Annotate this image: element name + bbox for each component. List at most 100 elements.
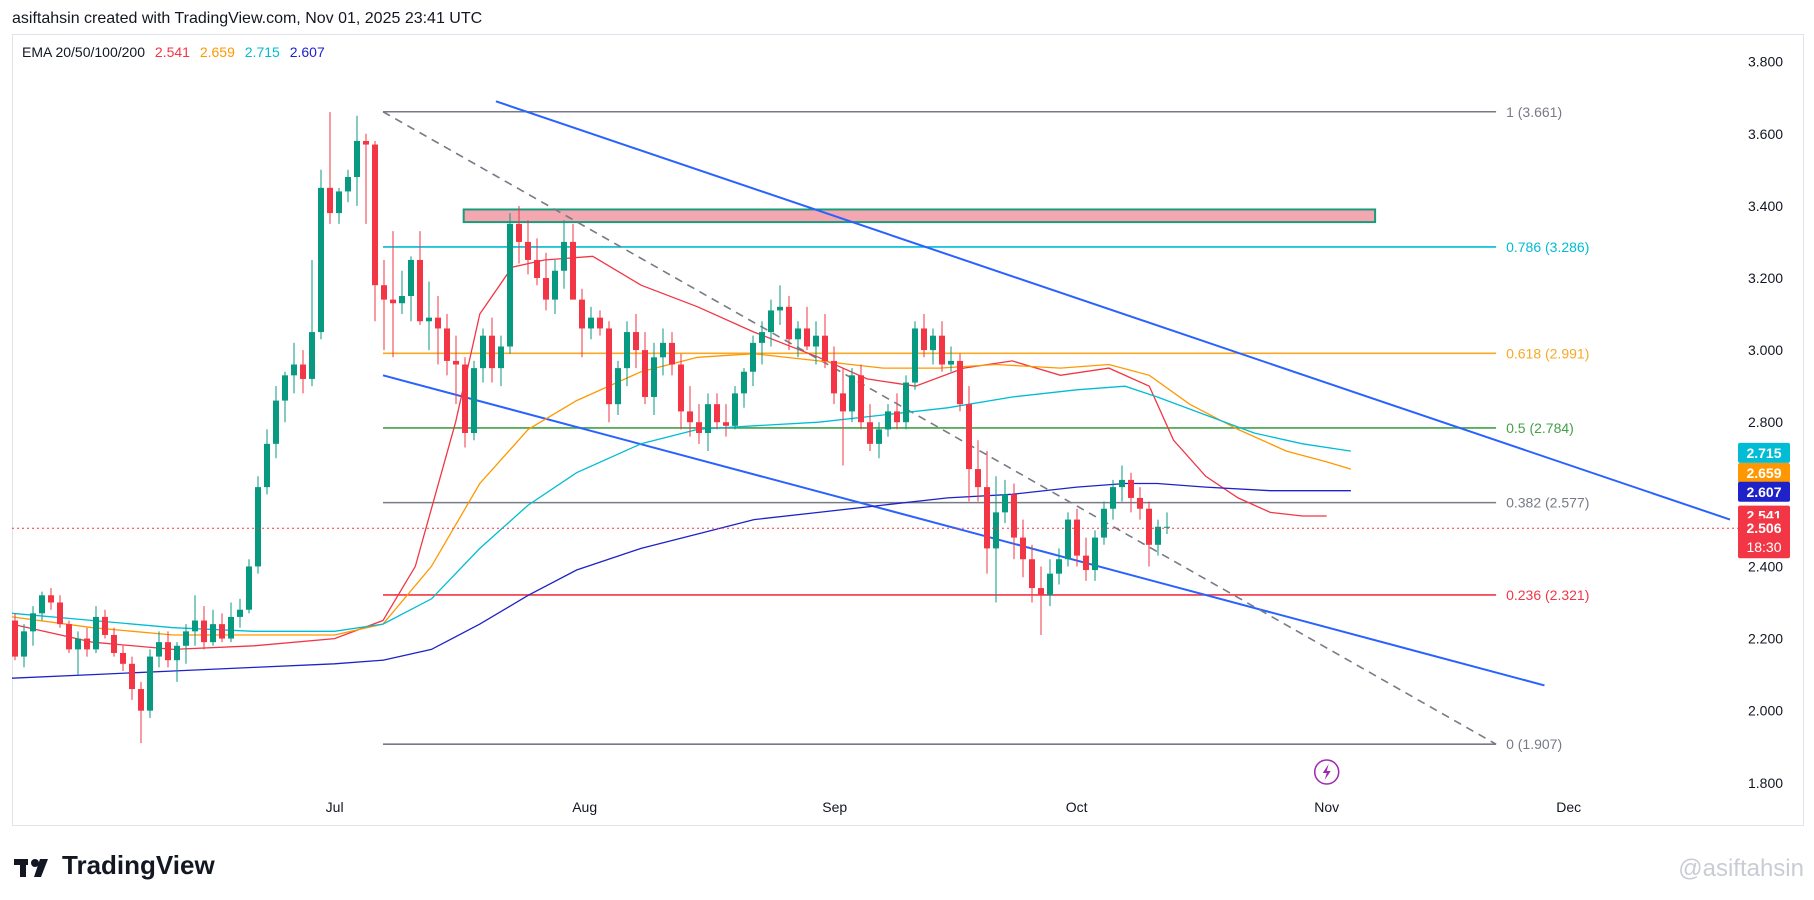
- y-tick-label: 3.200: [1748, 270, 1783, 286]
- candle-body: [363, 140, 369, 145]
- chart-frame: [12, 34, 1804, 826]
- candle-body: [30, 613, 36, 632]
- x-tick-label: Jul: [326, 799, 344, 815]
- tradingview-logo[interactable]: TradingView: [14, 850, 215, 881]
- candle-body: [408, 259, 414, 297]
- candle-body: [966, 404, 972, 470]
- candle-body: [579, 299, 585, 329]
- candle-body: [1011, 494, 1017, 538]
- candle-body: [669, 342, 675, 365]
- ema-line: [11, 482, 1351, 679]
- candle-body: [1056, 559, 1062, 574]
- candle-body: [111, 634, 117, 653]
- candle-body: [876, 429, 882, 444]
- ema-price-tag: [1738, 463, 1790, 484]
- candle-body: [21, 631, 27, 657]
- candle-body: [426, 317, 432, 322]
- candle-body: [813, 335, 819, 347]
- candle-body: [1047, 573, 1053, 596]
- candle-body: [12, 620, 18, 657]
- candle-body: [138, 689, 144, 711]
- candle-body: [1155, 526, 1161, 545]
- candle-body: [417, 259, 423, 322]
- resistance-zone: [462, 208, 1377, 224]
- candle-body: [786, 306, 792, 340]
- candle-body: [633, 332, 639, 351]
- y-tick-label: 2.000: [1748, 703, 1783, 719]
- candle-body: [732, 393, 738, 426]
- candle-body: [840, 393, 846, 412]
- candle-body: [210, 624, 216, 643]
- ema200-value: 2.607: [289, 44, 325, 60]
- candle-body: [804, 328, 810, 347]
- candle-body: [102, 616, 108, 635]
- candle-body: [714, 404, 720, 423]
- candle-body: [228, 616, 234, 639]
- candle-body: [264, 443, 270, 488]
- candle-body: [687, 411, 693, 423]
- candle-body: [354, 140, 360, 178]
- candle-body: [894, 411, 900, 423]
- candle-body: [93, 616, 99, 650]
- candle-body: [399, 296, 405, 304]
- candle-body: [498, 346, 504, 369]
- candle-body: [480, 335, 486, 369]
- x-tick-label: Dec: [1556, 799, 1581, 815]
- candle-body: [705, 404, 711, 434]
- tradingview-logo-icon: [14, 858, 48, 877]
- trendline-upper: [495, 100, 1731, 521]
- candle-body: [1137, 497, 1143, 509]
- candle-body: [174, 645, 180, 661]
- candle-body: [453, 360, 459, 365]
- candle-body: [372, 144, 378, 286]
- candle-body: [624, 332, 630, 369]
- candle-body: [183, 631, 189, 646]
- candle-body: [507, 223, 513, 347]
- countdown-label: 18:30: [1746, 539, 1781, 555]
- candle-body: [606, 328, 612, 405]
- candle-body: [543, 277, 549, 300]
- candle-body: [165, 642, 171, 661]
- candle-body: [489, 335, 495, 369]
- candle-body: [48, 595, 54, 603]
- chart-caption: asiftahsin created with TradingView.com,…: [12, 10, 483, 27]
- candle-body: [516, 223, 522, 242]
- last-price-label: 2.506: [1746, 520, 1781, 536]
- candle-body: [129, 663, 135, 690]
- y-tick-label: 3.600: [1748, 126, 1783, 142]
- ema50-value: 2.659: [199, 44, 235, 60]
- candle-body: [588, 317, 594, 329]
- candle-body: [471, 368, 477, 434]
- candle-body: [1146, 508, 1152, 545]
- candle-body: [237, 609, 243, 617]
- candle-body: [1092, 537, 1098, 571]
- candle-body: [1110, 487, 1116, 509]
- candle-body: [345, 177, 351, 192]
- candle-body: [1002, 494, 1008, 513]
- candle-body: [858, 375, 864, 423]
- candle-body: [867, 422, 873, 444]
- candle-body: [525, 241, 531, 260]
- candle-body: [57, 602, 63, 625]
- candle-body: [282, 375, 288, 401]
- candle-body: [1074, 519, 1080, 556]
- candle-body: [849, 375, 855, 412]
- candle-body: [435, 317, 441, 329]
- candle-body: [39, 595, 45, 614]
- y-tick-label: 3.400: [1748, 198, 1783, 214]
- candle-body: [948, 360, 954, 365]
- candle-body: [273, 400, 279, 444]
- lightning-icon-bolt: [1322, 764, 1331, 780]
- x-tick-label: Nov: [1314, 799, 1339, 815]
- y-tick-label: 2.800: [1748, 414, 1783, 430]
- last-price-tag: [1738, 518, 1790, 559]
- candle-body: [246, 566, 252, 610]
- candle-body: [939, 335, 945, 365]
- candle-body: [327, 187, 333, 214]
- candle-body: [975, 469, 981, 488]
- y-tick-label: 2.200: [1748, 631, 1783, 647]
- candle-body: [1038, 588, 1044, 596]
- candle-body: [1020, 537, 1026, 560]
- ema-legend-label: EMA 20/50/100/200: [22, 44, 145, 60]
